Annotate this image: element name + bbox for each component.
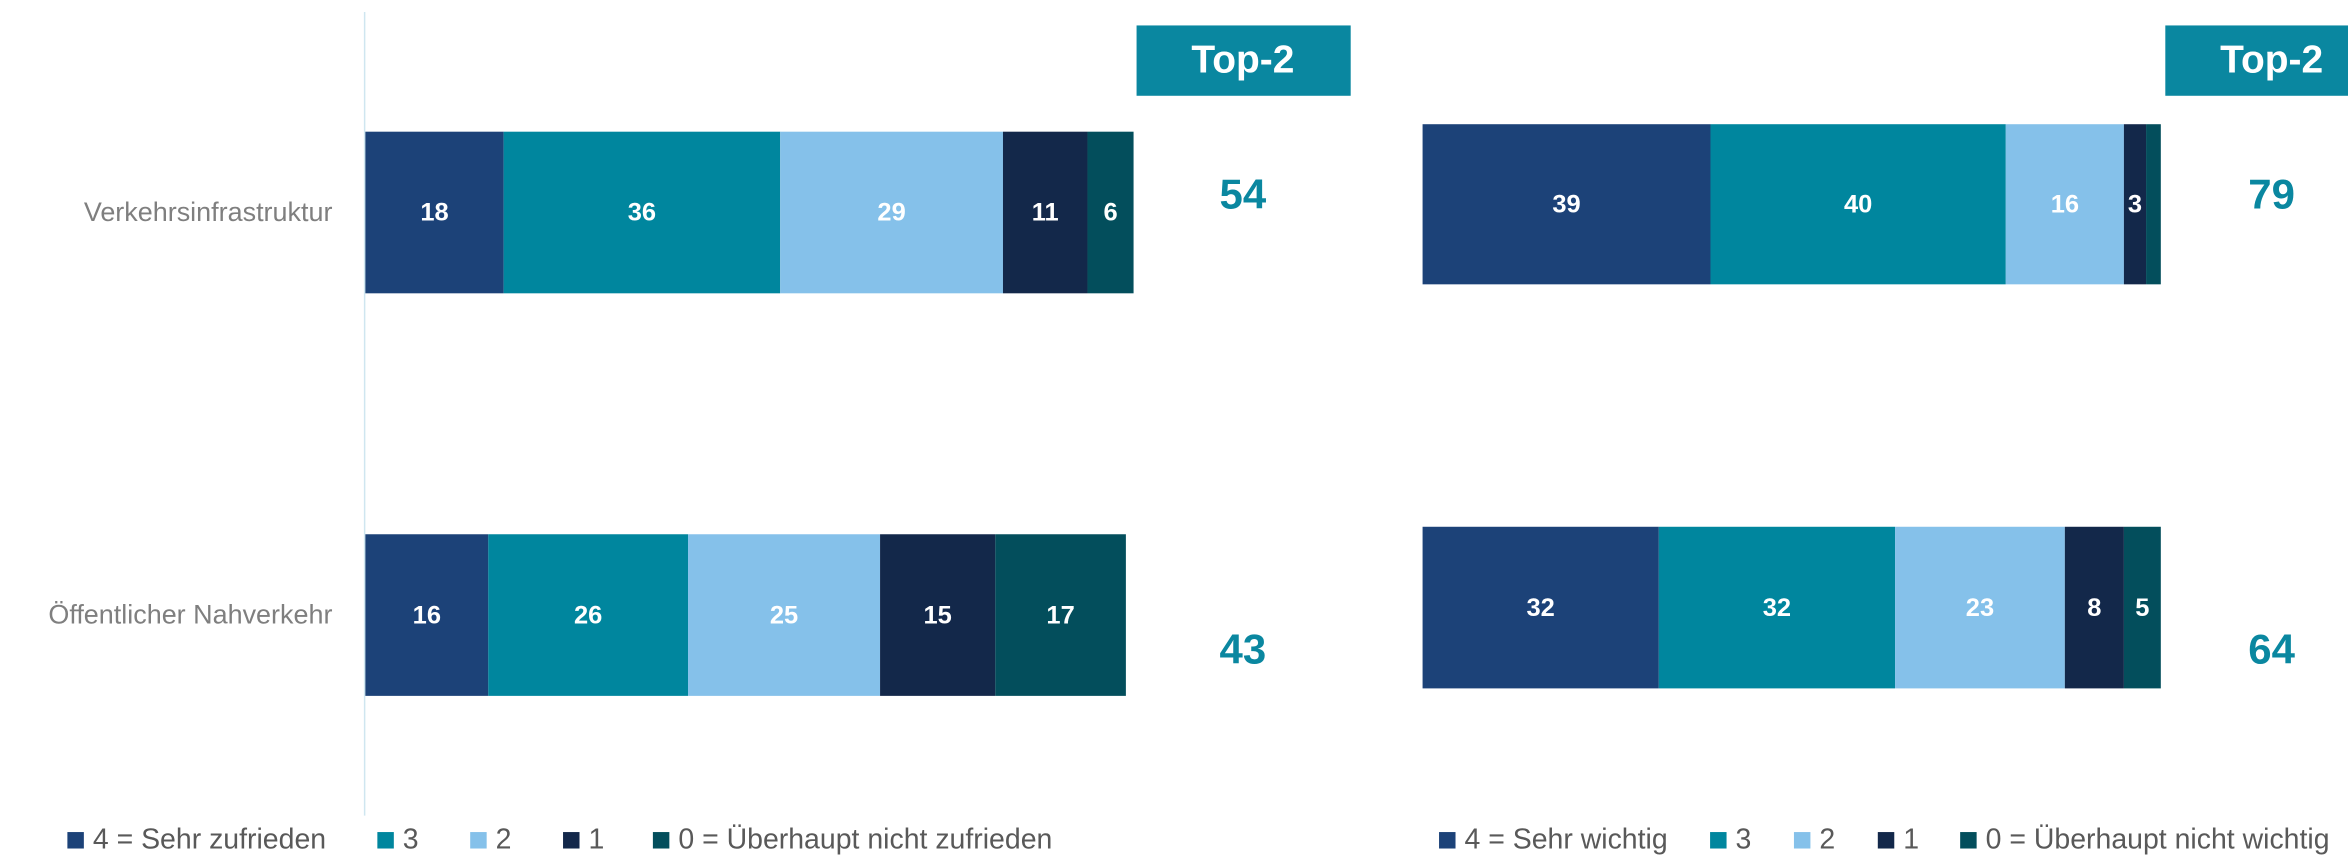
top2-value: 54: [1220, 171, 1267, 218]
bar-segment: [1895, 526, 2065, 689]
bar-segment: [1710, 124, 2006, 285]
value-label: 32: [1527, 594, 1555, 622]
value-label: 36: [628, 199, 656, 227]
bar-segment: [1087, 131, 1134, 294]
legend-label: 3: [1736, 824, 1752, 856]
legend-label: 4 = Sehr zufrieden: [93, 824, 326, 856]
value-label: 40: [1844, 190, 1872, 218]
category-label: Öffentlicher Nahverkehr: [48, 600, 332, 630]
value-label: 39: [1552, 190, 1580, 218]
bar-segment: [2064, 526, 2124, 689]
value-label: 32: [1763, 594, 1791, 622]
bar-segment: [2005, 124, 2124, 285]
legend-swatch: [563, 832, 580, 849]
bar-segment: [488, 534, 689, 696]
value-label: 17: [1046, 601, 1074, 629]
bar-segment: [995, 534, 1126, 696]
legend-swatch: [1960, 832, 1977, 849]
legend-label: 3: [403, 824, 419, 856]
value-label: 18: [420, 199, 448, 227]
top2-box: [1136, 25, 1351, 96]
legend-label: 1: [1903, 824, 1919, 856]
bar-segment: [1002, 131, 1088, 294]
legend-label: 1: [588, 824, 604, 856]
bar-segment: [688, 534, 881, 696]
top2-value: 43: [1220, 626, 1267, 673]
value-label: 25: [770, 601, 798, 629]
value-label: 5: [2135, 594, 2149, 622]
bar-segment: [1422, 124, 1711, 285]
category-label: Verkehrsinfrastruktur: [84, 197, 333, 227]
top2-header: Top-2: [1191, 38, 1294, 81]
value-label: 11: [1032, 199, 1059, 227]
top2-value: 79: [2248, 171, 2295, 218]
bar-segment: [780, 131, 1003, 294]
bar-segment: [365, 131, 504, 294]
legend-swatch: [1793, 832, 1811, 849]
bar-segment: [1422, 526, 1659, 689]
legend-swatch: [470, 832, 487, 849]
legend-swatch: [67, 832, 84, 849]
value-label: 8: [2087, 594, 2101, 622]
value-label: 16: [413, 601, 441, 629]
legend-label: 4 = Sehr wichtig: [1465, 824, 1668, 856]
legend-swatch: [1877, 832, 1895, 849]
bar-segment: [1658, 526, 1896, 689]
bar-segment: [2146, 124, 2161, 285]
value-label: 6: [1103, 199, 1117, 227]
legend-swatch: [377, 832, 394, 849]
legend-label: 0 = Überhaupt nicht zufrieden: [678, 824, 1052, 856]
value-label: 15: [924, 601, 952, 629]
bar-segment: [880, 534, 996, 696]
legend-label: 2: [496, 824, 512, 856]
top2-header: Top-2: [2220, 38, 2323, 81]
legend-swatch: [1710, 832, 1727, 849]
legend-label: 0 = Überhaupt nicht wichtig: [1986, 824, 2330, 856]
bar-segment: [365, 534, 489, 696]
top2-box: [2165, 25, 2348, 96]
top2-value: 64: [2248, 626, 2295, 673]
value-label: 3: [2128, 190, 2142, 218]
bar-segment: [503, 131, 781, 294]
bar-segment: [2123, 124, 2147, 285]
value-label: 23: [1966, 594, 1994, 622]
value-label: 26: [574, 601, 602, 629]
value-label: 29: [877, 199, 905, 227]
legend-label: 2: [1819, 824, 1835, 856]
legend-swatch: [652, 832, 670, 849]
value-label: 16: [2051, 190, 2079, 218]
legend-swatch: [1439, 832, 1456, 849]
bar-segment: [2123, 526, 2161, 689]
